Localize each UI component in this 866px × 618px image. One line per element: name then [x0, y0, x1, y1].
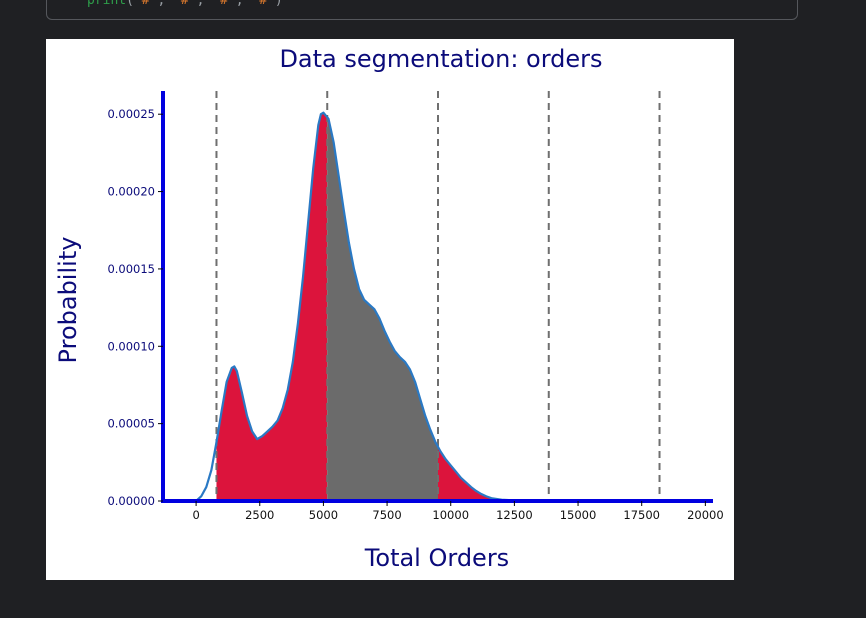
segment-area: [216, 112, 328, 502]
y-tick-label: 0.00010: [107, 339, 155, 353]
axes-layer: [161, 91, 713, 503]
x-tick-label: 17500: [623, 508, 660, 522]
code-arg: '#': [212, 0, 236, 8]
chart-title: Data segmentation: orders: [279, 45, 602, 73]
code-arg: '#': [173, 0, 197, 8]
x-tick-label: 12500: [496, 508, 533, 522]
x-tick-label: 7500: [372, 508, 401, 522]
y-tick-label: 0.00020: [107, 185, 155, 199]
x-axis-label: Total Orders: [364, 544, 509, 572]
ticks-layer: 0 2500 5000 7500 10000 12500 15000 17500 20000 0.…: [107, 107, 723, 522]
density-chart: Data segmentation: orders Total Orders P…: [54, 45, 724, 572]
y-tick-label: 0.00025: [107, 107, 155, 121]
code-cell[interactable]: print('#', '#', '#', '#'): [46, 0, 798, 20]
y-tick-label: 0.00005: [107, 417, 155, 431]
curve-layer: [163, 111, 706, 503]
x-tick-label: 20000: [687, 508, 724, 522]
x-tick-label: 15000: [560, 508, 597, 522]
y-axis-label: Probability: [54, 237, 82, 364]
x-tick-label: 2500: [245, 508, 274, 522]
segments-layer: [216, 112, 549, 502]
density-curve: [163, 111, 706, 503]
code-function: print: [87, 0, 127, 8]
x-tick-label: 0: [192, 508, 199, 522]
code-line: print('#', '#', '#', '#'): [87, 0, 283, 8]
y-tick-label: 0.00000: [107, 494, 155, 508]
code-arg: '#': [251, 0, 275, 8]
x-tick-label: 5000: [309, 508, 338, 522]
segment-area: [438, 446, 549, 501]
chart-figure: Data segmentation: orders Total Orders P…: [46, 39, 734, 580]
dividers-layer: [215, 91, 661, 501]
y-tick-label: 0.00015: [107, 262, 155, 276]
code-arg: '#': [133, 0, 158, 8]
x-tick-label: 10000: [432, 508, 469, 522]
segment-area: [327, 117, 438, 502]
